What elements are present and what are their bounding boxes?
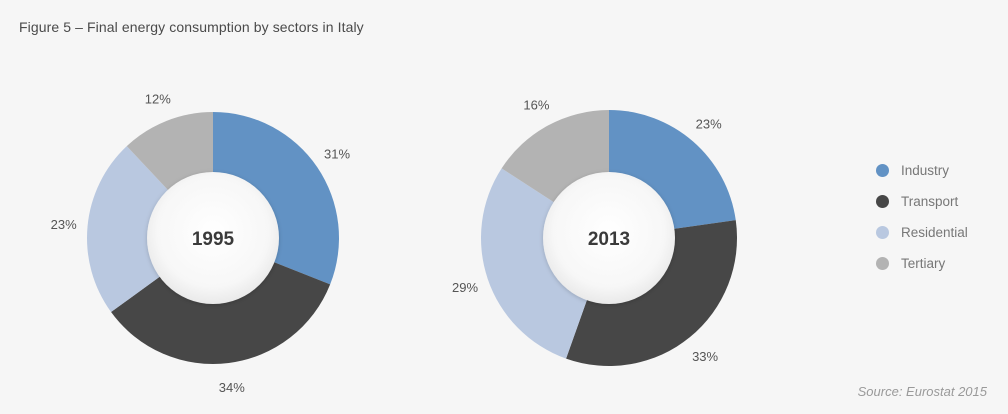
- center-label-1995: 1995: [192, 229, 235, 250]
- legend-item-industry: Industry: [876, 155, 968, 186]
- legend-item-residential: Residential: [876, 217, 968, 248]
- chart-title: Figure 5 – Final energy consumption by s…: [19, 19, 364, 35]
- legend-label-transport: Transport: [901, 194, 959, 209]
- legend-swatch-tertiary: [876, 257, 889, 270]
- center-label-2013: 2013: [588, 229, 630, 250]
- legend-label-industry: Industry: [901, 163, 950, 178]
- data-label-2013-transport: 33%: [692, 349, 718, 364]
- data-label-2013-industry: 23%: [696, 116, 722, 131]
- data-label-1995-tertiary: 12%: [145, 92, 171, 107]
- legend-swatch-transport: [876, 195, 889, 208]
- source-note: Source: Eurostat 2015: [857, 384, 987, 399]
- legend-item-tertiary: Tertiary: [876, 248, 968, 279]
- legend: Industry Transport Residential Tertiary: [876, 155, 968, 279]
- legend-item-transport: Transport: [876, 186, 968, 217]
- donut-center-2013: [543, 172, 675, 304]
- data-label-1995-residential: 23%: [51, 217, 77, 232]
- slice-2013-residential: [481, 168, 609, 359]
- data-label-2013-tertiary: 16%: [523, 97, 549, 112]
- data-label-2013-residential: 29%: [452, 280, 478, 295]
- donut-center-1995: [147, 172, 279, 304]
- donut-2013: 23% 33% 29% 16% 2013: [452, 97, 738, 366]
- data-label-1995-industry: 31%: [324, 147, 350, 162]
- legend-label-tertiary: Tertiary: [901, 256, 946, 271]
- data-label-1995-transport: 34%: [219, 380, 245, 395]
- legend-swatch-industry: [876, 164, 889, 177]
- donut-1995: 31% 34% 23% 12% 1995: [51, 92, 351, 395]
- legend-swatch-residential: [876, 226, 889, 239]
- legend-label-residential: Residential: [901, 225, 968, 240]
